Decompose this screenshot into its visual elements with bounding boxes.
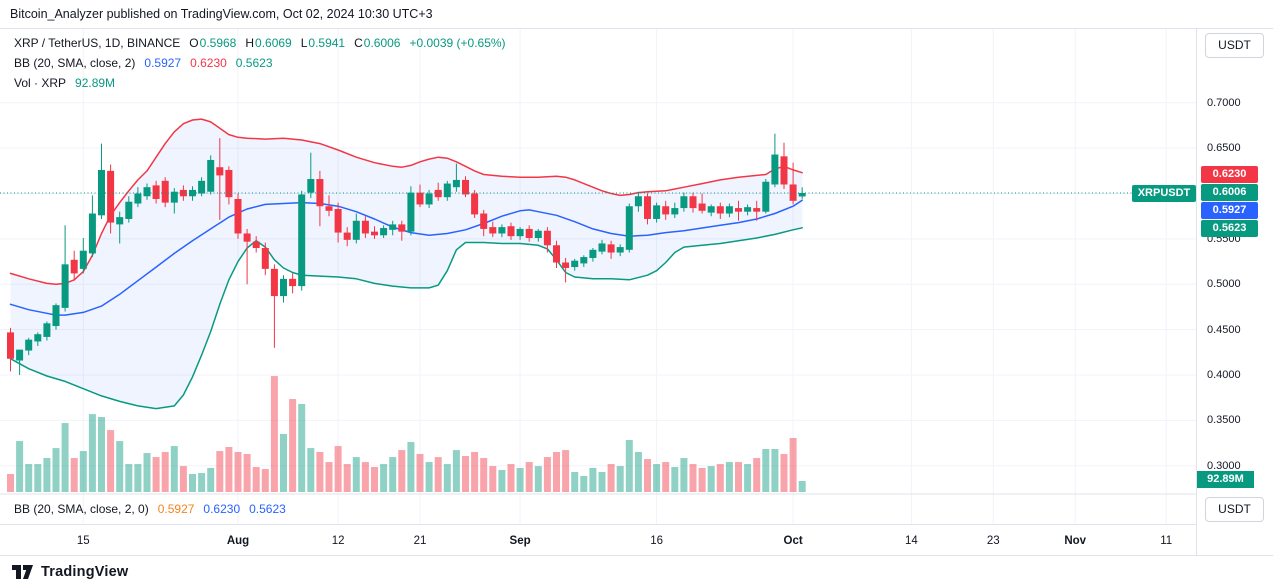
time-label: 15 (76, 535, 90, 547)
bb2-indicator-title[interactable]: BB (20, SMA, close, 2, 0) (14, 502, 149, 516)
bb-upper-value: 0.6230 (190, 56, 227, 70)
open-value: O 0.5968 (189, 36, 237, 50)
bb2-basis-value: 0.5927 (157, 502, 195, 516)
symbol-legend-row: XRP / TetherUS, 1D, BINANCE O 0.5968 H 0.6… (14, 36, 506, 50)
bb-basis-value: 0.5927 (144, 56, 182, 70)
bb-pane-legend: BB (20, SMA, close, 2, 0) 0.5927 0.6230 … (0, 494, 1196, 524)
bb-legend-row: BB (20, SMA, close, 2) 0.5927 0.6230 0.5… (14, 56, 506, 70)
price-label: 0.7000 (1207, 96, 1241, 109)
bb2-lower-value: 0.5623 (249, 502, 286, 516)
time-label: 23 (986, 535, 1000, 547)
price-label: 0.3500 (1207, 414, 1241, 427)
time-axis[interactable]: 15 Aug 12 21 Sep 16 Oct 14 23 Nov 11 (0, 524, 1196, 556)
volume-indicator-title[interactable]: Vol · XRP (14, 76, 67, 90)
price-badge: 0.6230 (1201, 166, 1258, 183)
chart-canvas[interactable]: XRP / TetherUS, 1D, BINANCE O 0.5968 H 0.6… (0, 29, 1196, 547)
volume-legend-row: Vol · XRP 92.89M (14, 76, 506, 90)
time-label: 21 (413, 535, 427, 547)
price-badge: 0.6006 (1201, 184, 1258, 201)
volume-price-badge: 92.89M (1197, 471, 1254, 488)
high-value: H 0.6069 (245, 36, 292, 50)
currency-toggle-top[interactable]: USDT (1205, 33, 1264, 58)
bb-lower-value: 0.5623 (235, 56, 273, 70)
time-label: 14 (904, 535, 918, 547)
footer: TradingView (0, 555, 1273, 588)
price-label: 0.4000 (1207, 369, 1241, 382)
bb-indicator-title[interactable]: BB (20, SMA, close, 2) (14, 56, 136, 70)
symbol-price-tag: XRPUSDT (1132, 185, 1196, 202)
tradingview-brand-link[interactable]: TradingView (41, 564, 129, 580)
time-label: Nov (1064, 535, 1087, 547)
change-value: +0.0039 (+0.65%) (409, 36, 506, 50)
close-value: C 0.6006 (354, 36, 401, 50)
bb2-upper-value: 0.6230 (203, 502, 241, 516)
chart-legend: XRP / TetherUS, 1D, BINANCE O 0.5968 H 0.6… (14, 36, 506, 90)
publish-header: Bitcoin_Analyzer published on TradingVie… (0, 0, 1273, 28)
price-axis[interactable]: USDT USDT 92.89M 0.7000 0.6500 0.5500 0.500… (1196, 29, 1273, 556)
price-label: 0.5000 (1207, 278, 1241, 291)
symbol-title[interactable]: XRP / TetherUS, 1D, BINANCE (14, 36, 181, 50)
price-label: 0.3000 (1207, 459, 1241, 472)
volume-value: 92.89M (75, 76, 116, 90)
price-label: 0.4500 (1207, 323, 1241, 336)
price-chart[interactable] (0, 29, 1196, 524)
time-label: 12 (331, 535, 345, 547)
chart-widget: XRP / TetherUS, 1D, BINANCE O 0.5968 H 0.6… (0, 28, 1273, 556)
low-value: L 0.5941 (300, 36, 346, 50)
time-label: Aug (226, 535, 250, 547)
time-label: 11 (1160, 535, 1173, 547)
price-badge: 0.5623 (1201, 220, 1258, 237)
price-label: 0.6500 (1207, 142, 1241, 155)
time-label: 16 (650, 535, 663, 547)
currency-toggle-bottom[interactable]: USDT (1205, 497, 1264, 522)
tradingview-logo-icon[interactable] (12, 562, 34, 582)
publish-attribution: Bitcoin_Analyzer published on TradingVie… (10, 7, 433, 21)
price-badge: 0.5927 (1201, 202, 1258, 219)
time-label: Oct (783, 535, 803, 547)
time-label: Sep (509, 535, 531, 547)
